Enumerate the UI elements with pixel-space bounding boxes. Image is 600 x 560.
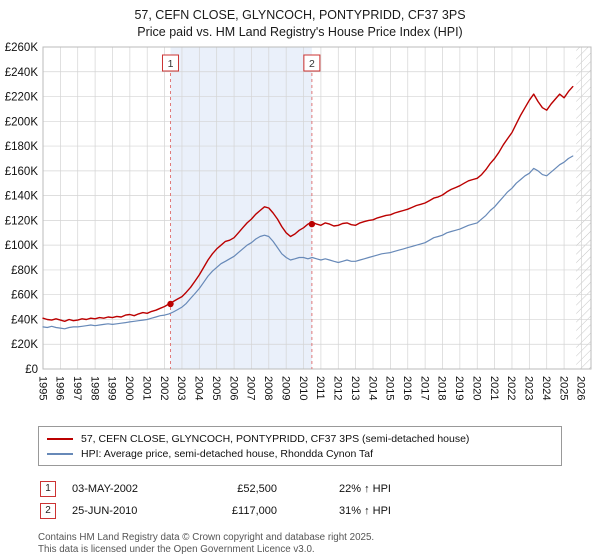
sale-price: £52,500 [237,483,277,495]
x-axis-tick-label: 2001 [140,376,152,400]
x-axis-tick-label: 1997 [71,376,83,400]
sale-marker-box-2 [303,54,321,72]
y-axis-tick-label: £100K [5,240,39,252]
sale-row-2: 2 25-JUN-2010 £117,000 31% ↑ HPI [40,500,600,522]
x-axis-tick-label: 2000 [123,376,135,400]
x-axis-tick-label: 2024 [540,376,552,400]
y-axis-tick-label: £200K [5,116,39,128]
x-axis-tick-label: 2026 [575,376,587,400]
y-axis-tick-label: £20K [11,339,38,351]
price-history-chart: 1995 1996 1997 1998 1999 2000 2001 2002 2003 2004… [5,42,592,400]
y-axis-tick-label: £260K [5,42,39,54]
hpi-line-sample [47,452,73,455]
sale-date: 25-JUN-2010 [72,505,138,517]
hpi-line [42,155,574,330]
x-axis-tick-label: 2016 [401,376,413,400]
x-axis-tick-label: 2017 [418,376,430,400]
sale-number-badge: 2 [40,503,56,519]
x-axis-tick-label: 2008 [262,376,274,400]
y-axis-tick-label: £180K [5,141,39,153]
between-sales-shading [170,47,312,369]
x-axis-tick-label: 2025 [557,376,569,400]
x-axis-tick-label: 2003 [175,376,187,400]
sale-row-1: 1 03-MAY-2002 £52,500 22% ↑ HPI [40,478,600,500]
legend-item-price-paid: 57, CEFN CLOSE, GLYNCOCH, PONTYPRIDD, CF… [47,431,553,446]
y-axis-tick-label: £140K [5,191,39,203]
sale-hpi-change: 22% ↑ HPI [339,483,391,495]
legend-label: HPI: Average price, semi-detached house,… [81,447,374,460]
x-axis-tick-label: 1999 [106,376,118,400]
x-axis-tick-label: 2004 [193,376,205,400]
sale-marker-number: 1 [168,58,174,70]
sale-number-badge: 1 [40,481,56,497]
chart-title-address: 57, CEFN CLOSE, GLYNCOCH, PONTYPRIDD, CF… [134,8,466,22]
sale-price: £117,000 [231,505,277,517]
y-axis-tick-label: £0 [25,364,38,376]
y-axis-tick-label: £60K [11,290,38,302]
y-axis-tick-label: £160K [5,166,39,178]
x-axis-tick-label: 1996 [54,376,66,400]
price-paid-line [42,85,574,322]
x-axis-tick-label: 2015 [384,376,396,400]
x-axis-tick-label: 2021 [488,376,500,400]
y-axis-tick-label: £40K [11,314,38,326]
chart-title: 57, CEFN CLOSE, GLYNCOCH, PONTYPRIDD, CF… [0,0,600,41]
sale-date: 03-MAY-2002 [72,483,139,495]
x-axis-tick-label: 1998 [88,376,100,400]
x-axis-tick-label: 2006 [227,376,239,400]
legend-item-hpi: HPI: Average price, semi-detached house,… [47,446,553,461]
future-hatch-region [576,47,591,369]
x-axis-tick-label: 2009 [279,376,291,400]
legend-label: 57, CEFN CLOSE, GLYNCOCH, PONTYPRIDD, CF… [81,432,470,445]
sale-marker-number: 2 [309,58,315,70]
x-axis-tick-label: 2005 [210,376,222,400]
x-axis-tick-label: 2018 [436,376,448,400]
x-axis-tick-label: 2013 [349,376,361,400]
x-axis-tick-label: 2023 [523,376,535,400]
x-axis-tick-label: 2020 [470,376,482,400]
footer-copyright: Contains HM Land Registry data © Crown c… [38,532,375,543]
sale-point-2 [308,220,316,228]
license-footer: Contains HM Land Registry data © Crown c… [38,532,600,556]
y-axis-tick-label: £80K [11,265,38,277]
x-axis-tick-label: 1995 [36,376,48,400]
y-axis-tick-label: £240K [5,67,39,79]
chart-legend: 57, CEFN CLOSE, GLYNCOCH, PONTYPRIDD, CF… [38,426,562,466]
sale-point-1 [167,300,174,308]
x-axis-tick-label: 2019 [453,376,465,400]
x-axis-tick-label: 2002 [158,376,170,400]
sale-marker-box-1 [161,54,179,72]
x-axis-tick-label: 2011 [314,376,326,400]
x-axis-tick-label: 2014 [366,376,378,400]
x-axis-tick-label: 2007 [245,376,257,400]
y-axis-tick-label: £120K [5,215,39,227]
sale-hpi-change: 31% ↑ HPI [339,505,391,517]
x-axis-tick-label: 2022 [505,376,517,400]
chart-subtitle: Price paid vs. HM Land Registry's House … [137,25,463,39]
x-axis-tick-label: 2012 [332,376,344,400]
y-axis-tick-label: £220K [5,92,39,104]
sales-table: 1 03-MAY-2002 £52,500 22% ↑ HPI 2 25-JUN… [40,478,600,522]
price-paid-line-sample [47,437,73,440]
footer-license: This data is licensed under the Open Gov… [38,544,315,555]
x-axis-tick-label: 2010 [297,376,309,400]
